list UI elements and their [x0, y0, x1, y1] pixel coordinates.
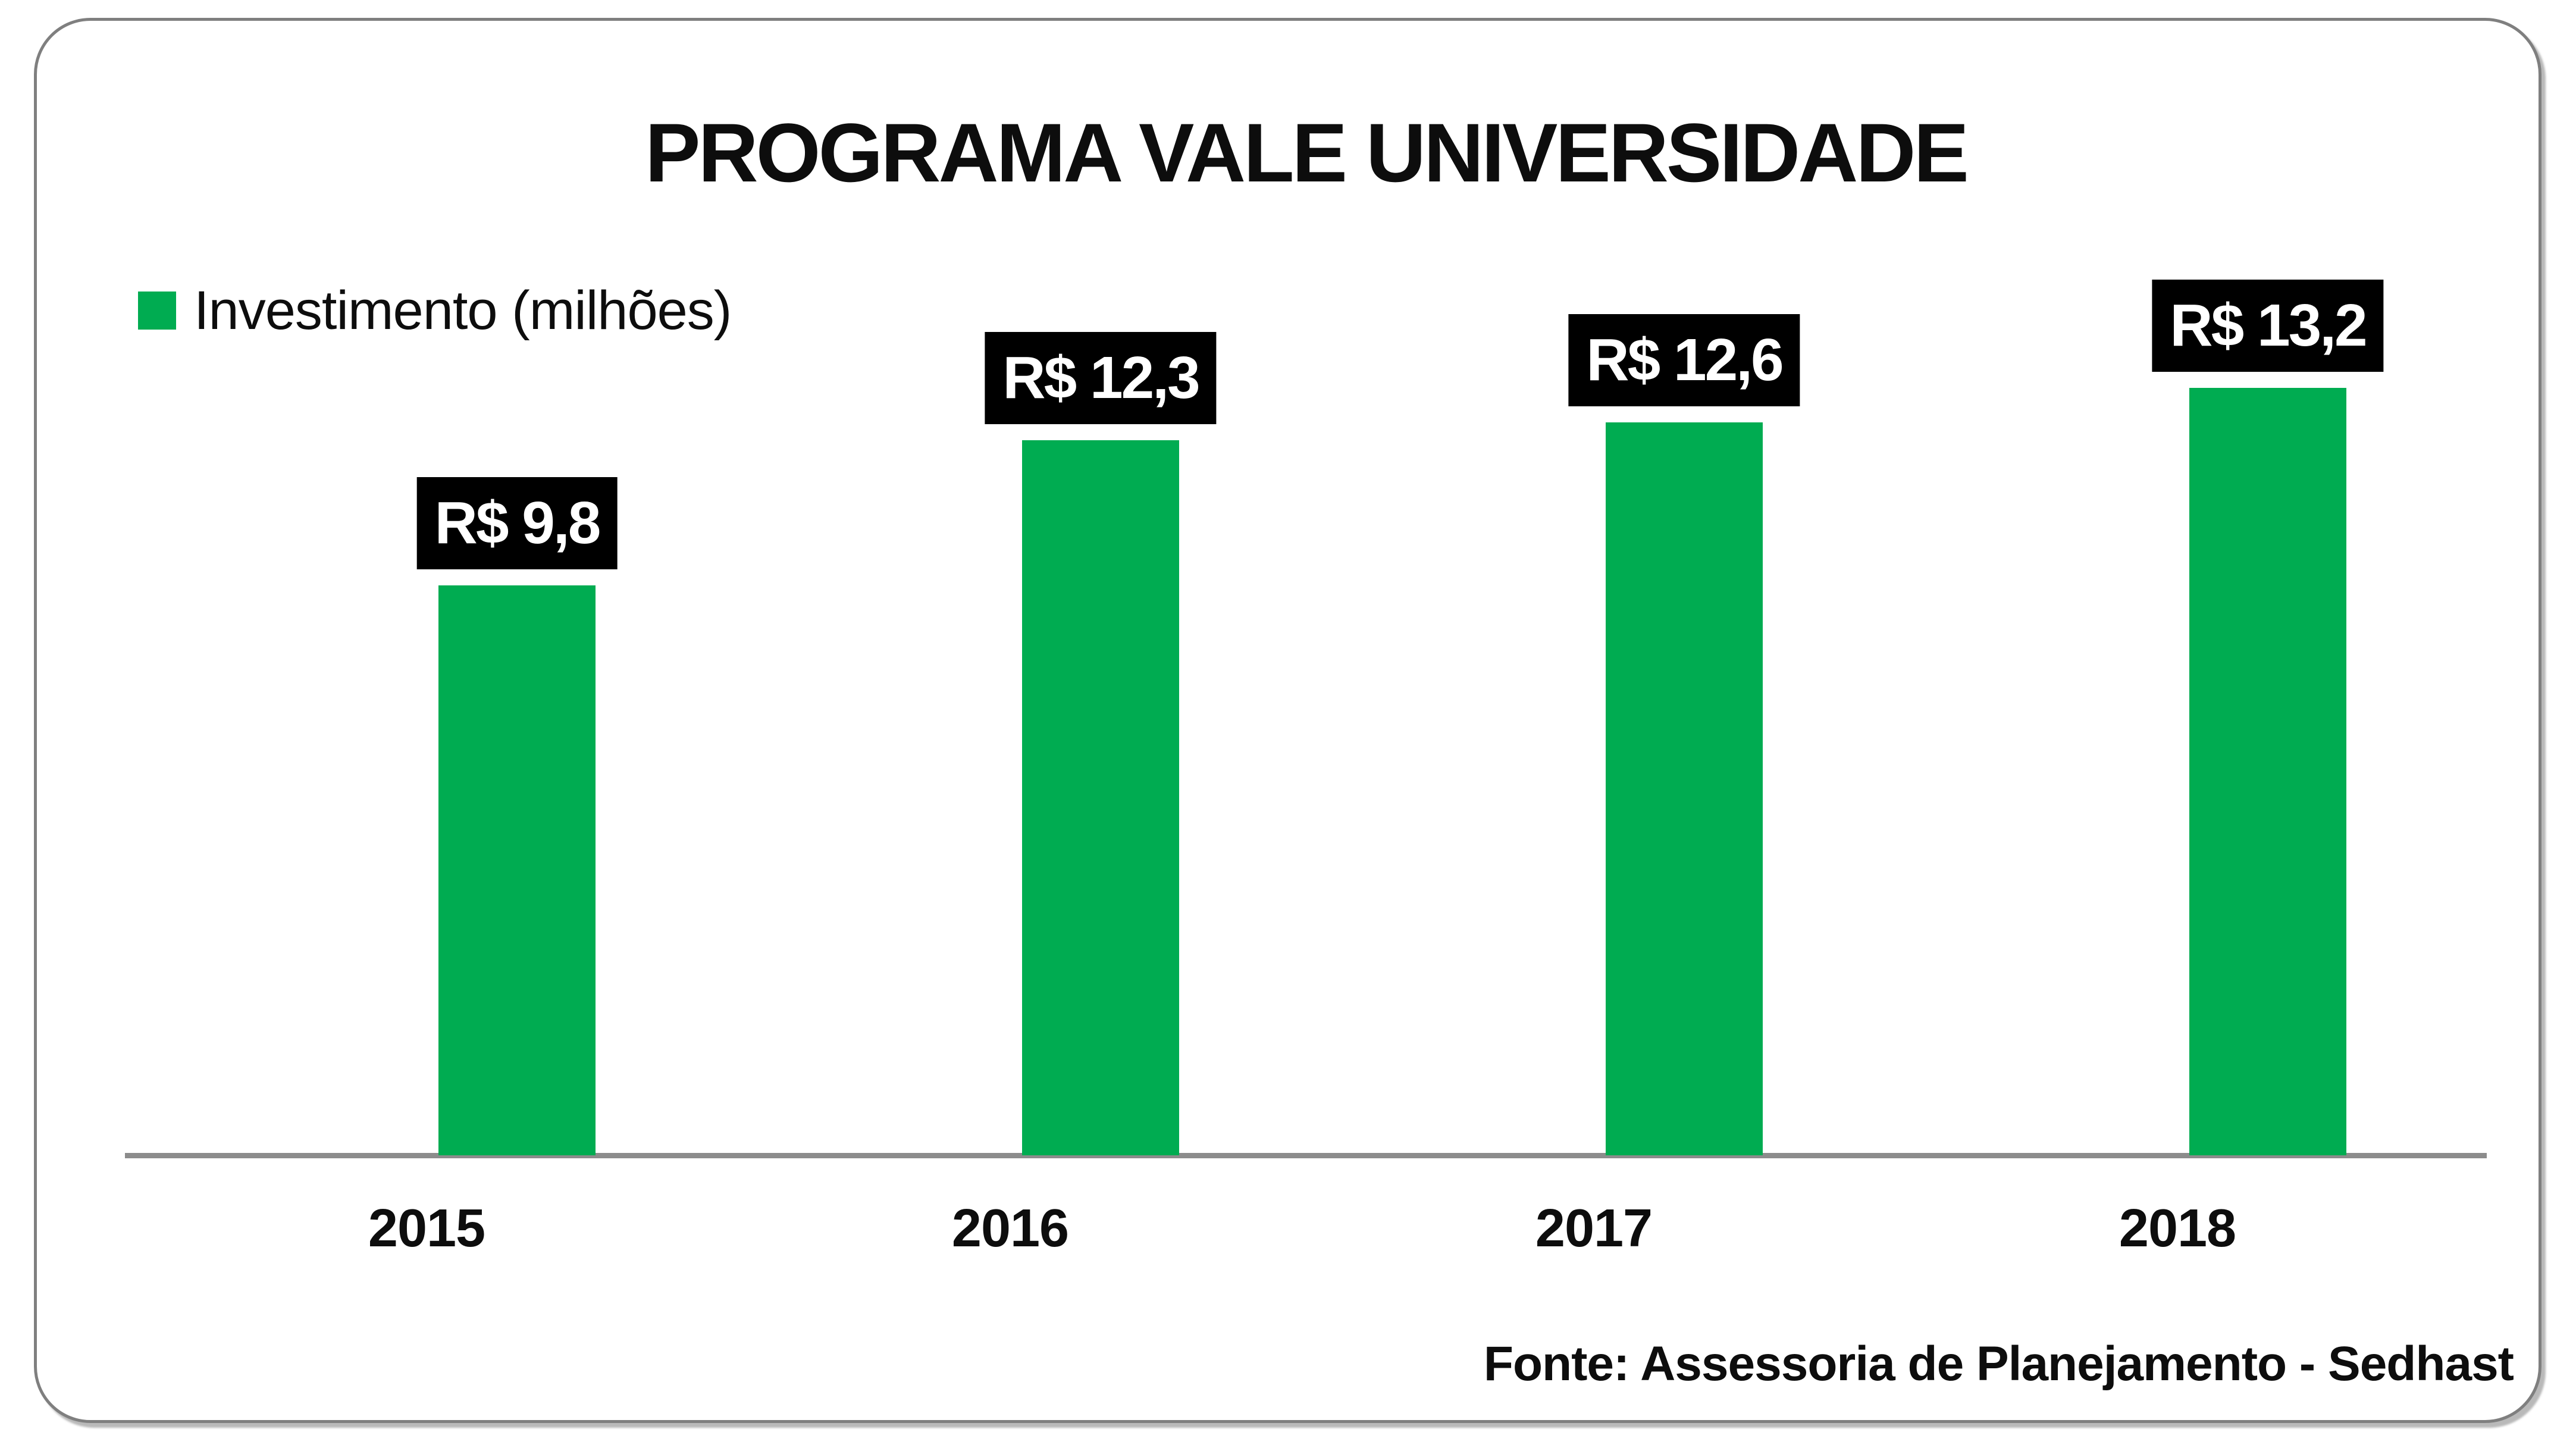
x-axis-label-2015: 2015 [368, 1199, 485, 1258]
bar-2015 [438, 585, 596, 1155]
legend-label: Investimento (milhões) [194, 280, 732, 341]
legend-swatch-icon [138, 292, 176, 330]
value-label-2018: R$ 13,2 [2152, 280, 2384, 372]
x-axis-line [125, 1153, 2487, 1158]
bar-2017 [1606, 422, 1763, 1155]
legend: Investimento (milhões) [138, 280, 732, 341]
x-axis-label-2018: 2018 [2119, 1199, 2236, 1258]
bar-2018 [2189, 388, 2346, 1155]
x-axis-label-2016: 2016 [951, 1199, 1069, 1258]
source-note: Fonte: Assessoria de Planejamento - Sedh… [1483, 1337, 2514, 1391]
bar-2016 [1022, 440, 1179, 1155]
x-axis-label-2017: 2017 [1535, 1199, 1653, 1258]
value-label-2016: R$ 12,3 [985, 332, 1217, 424]
value-label-2017: R$ 12,6 [1568, 314, 1800, 406]
value-label-2015: R$ 9,8 [416, 477, 618, 569]
chart-title: PROGRAMA VALE UNIVERSIDADE [645, 106, 1969, 199]
